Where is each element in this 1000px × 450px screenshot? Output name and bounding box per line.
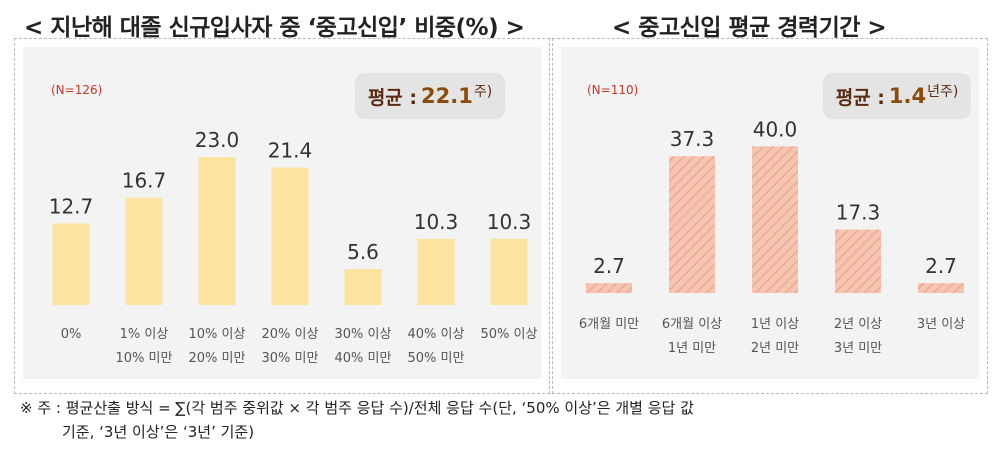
right-value-label-3: 40.0 [753, 117, 798, 141]
footnote-line-1: ※ 주 : 평균산출 방식 = ∑(각 범주 중위값 × 각 범주 응답 수)/… [20, 399, 694, 417]
left-chart-title: < 지난해 대졸 신규입사자 중 ‘중고신입’ 비중(%) > [24, 15, 525, 41]
left-category-label-2-1: 1% 이상 [120, 327, 169, 342]
left-value-label-3: 23.0 [195, 128, 240, 152]
right-category-label-1-1: 6개월 미만 [579, 317, 639, 332]
left-value-label-4: 21.4 [268, 138, 313, 162]
right-bar-5 [918, 283, 964, 293]
right-value-label-5: 2.7 [925, 254, 957, 278]
left-category-label-4-2: 30% 미만 [262, 351, 319, 366]
left-average-unit: 주) [473, 84, 493, 100]
left-category-label-3-2: 20% 미만 [189, 351, 246, 366]
left-value-label-2: 16.7 [122, 169, 167, 193]
left-average-prefix: 평균 : [367, 86, 417, 109]
right-value-label-1: 2.7 [593, 254, 625, 278]
left-category-label-7-1: 50% 이상 [481, 327, 538, 342]
left-category-label-1-1: 0% [61, 327, 82, 342]
footnote: ※ 주 : 평균산출 방식 = ∑(각 범주 중위값 × 각 범주 응답 수)/… [20, 396, 990, 444]
right-bar-1 [586, 283, 632, 293]
left-value-label-6: 10.3 [414, 210, 459, 234]
left-bar-4 [271, 167, 309, 305]
left-category-label-5-2: 40% 미만 [335, 351, 392, 366]
left-chart-panel: (N=126) 평균 : 22.1 주) 12.7 0% 16.7 1% 이상 10% … [14, 38, 550, 394]
left-sample-size: (N=126) [51, 83, 103, 97]
left-category-label-2-2: 10% 미만 [116, 351, 173, 366]
right-category-label-3-2: 2년 미만 [751, 341, 799, 356]
left-bar-5 [344, 269, 382, 305]
left-bar-7 [490, 238, 528, 305]
left-bar-3 [198, 157, 236, 305]
right-bar-2 [669, 156, 715, 293]
right-average-unit: 년주) [927, 84, 959, 100]
left-average-value: 22.1 [421, 84, 473, 108]
right-chart-panel: (N=110) 평균 : 1.4 년주) 2.7 6개월 미만 37.3 6개월 이상… [552, 38, 988, 394]
left-category-label-3-1: 10% 이상 [189, 327, 246, 342]
left-value-label-1: 12.7 [49, 194, 94, 218]
right-category-label-4-1: 2년 이상 [834, 317, 882, 332]
right-category-label-2-1: 6개월 이상 [662, 317, 722, 332]
right-category-label-2-2: 1년 미만 [668, 341, 716, 356]
right-sample-size: (N=110) [587, 83, 639, 97]
right-value-label-4: 17.3 [836, 201, 881, 225]
right-bar-3 [752, 146, 798, 293]
right-chart-title: < 중고신입 평균 경력기간 > [612, 15, 887, 41]
right-value-label-2: 37.3 [670, 127, 715, 151]
right-bar-4 [835, 229, 881, 293]
left-category-label-6-1: 40% 이상 [408, 327, 465, 342]
right-average-value: 1.4 [888, 84, 927, 108]
left-bar-6 [417, 238, 455, 305]
left-bar-chart: 12.7 0% 16.7 1% 이상 10% 미만 23.0 10% 이상 20% 미만 21.… [49, 128, 538, 366]
right-average-badge: 평균 : 1.4 년주) [823, 73, 971, 119]
right-average-prefix: 평균 : [835, 86, 885, 109]
left-bar-1 [52, 223, 90, 305]
left-category-label-4-1: 20% 이상 [262, 327, 319, 342]
left-average-badge: 평균 : 22.1 주) [355, 73, 505, 119]
left-bar-2 [125, 197, 163, 305]
right-bar-chart: 2.7 6개월 미만 37.3 6개월 이상 1년 미만 40.0 1년 이상 2년 미만 17… [579, 117, 965, 356]
left-value-label-7: 10.3 [487, 210, 532, 234]
left-category-label-6-2: 50% 미만 [408, 351, 465, 366]
left-value-label-5: 5.6 [347, 240, 379, 264]
right-category-label-4-2: 3년 미만 [834, 341, 882, 356]
footnote-line-2: 기준, ‘3년 이상’은 ‘3년’ 기준) [62, 423, 255, 441]
right-category-label-5-1: 3년 이상 [917, 317, 965, 332]
left-category-label-5-1: 30% 이상 [335, 327, 392, 342]
right-category-label-3-1: 1년 이상 [751, 317, 799, 332]
